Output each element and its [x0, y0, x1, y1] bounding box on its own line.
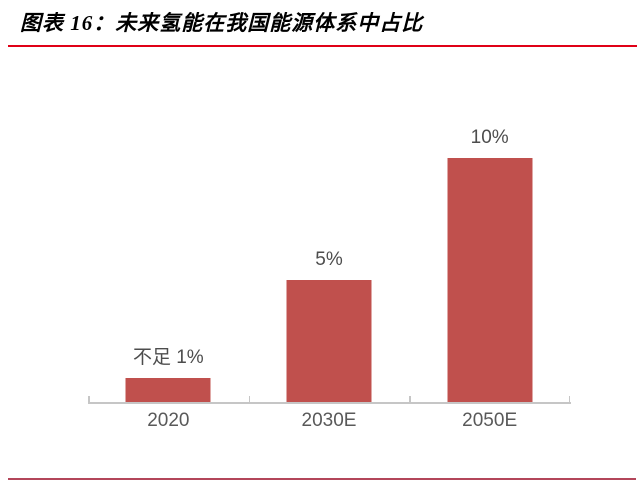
bar-group-2050E: 10% [409, 122, 570, 402]
bar-group-2020: 不足 1% [88, 122, 249, 402]
bar-2050E [447, 158, 533, 402]
x-axis-tick [568, 396, 570, 402]
x-axis-tick [409, 396, 411, 402]
footer-divider-line [8, 478, 636, 480]
bar-value-label-2020: 不足 1% [132, 346, 204, 368]
x-axis-label-2050E: 2050E [462, 410, 518, 431]
plot-area: 不足 1% 5% 10% [88, 122, 570, 402]
bar-2030E [286, 280, 372, 402]
bar-2020 [125, 377, 211, 402]
bar-value-label-2050E: 10% [470, 127, 509, 148]
x-axis-tick [248, 396, 251, 402]
title-divider-line [8, 45, 637, 47]
x-axis-label-2030E: 2030E [301, 410, 357, 431]
bar-value-label-2030E: 5% [315, 249, 343, 270]
x-axis-line [88, 402, 571, 404]
x-axis-label-2020: 2020 [147, 410, 190, 431]
x-axis-tick [88, 396, 90, 402]
figure-title: 图表 16：未来氢能在我国能源体系中占比 [20, 11, 424, 35]
bar-group-2030E: 5% [249, 122, 410, 402]
